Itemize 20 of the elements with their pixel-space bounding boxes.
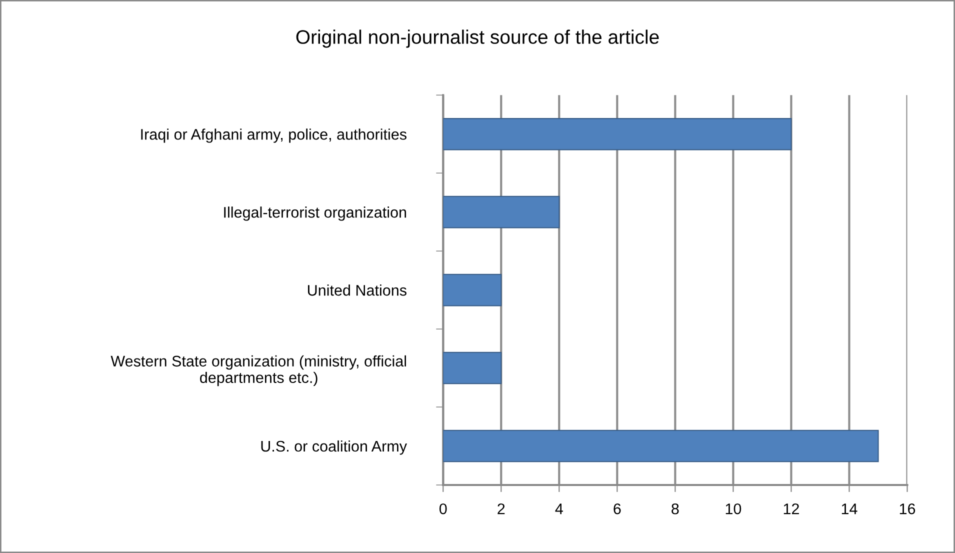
y-tick-label: United Nations (308, 284, 406, 296)
y-tick-label: U.S. or coalition Army (261, 440, 407, 455)
x-tick-label: 0 (439, 503, 447, 514)
x-tick-label: 2 (498, 503, 505, 514)
chart-title: Original non-journalist source of the article (296, 30, 659, 48)
x-tick-label: 10 (726, 503, 742, 514)
bar (443, 196, 560, 228)
bar (443, 352, 502, 384)
y-tick-label: Illegal-terrorist organization (224, 206, 406, 221)
x-tick-label: 12 (784, 503, 799, 514)
x-tick-label: 4 (555, 504, 563, 514)
bar (443, 430, 879, 462)
x-tick-label: 16 (900, 503, 916, 514)
bar (443, 118, 792, 150)
y-tick-label: Western State organization (ministry, official departments etc.) (110, 355, 406, 386)
y-tick-label: Iraqi or Afghani army, police, authorities (141, 128, 406, 143)
x-tick-label: 6 (614, 503, 621, 514)
bar (443, 274, 502, 306)
x-tick-label: 8 (672, 503, 679, 514)
x-tick-label: 14 (842, 504, 858, 514)
